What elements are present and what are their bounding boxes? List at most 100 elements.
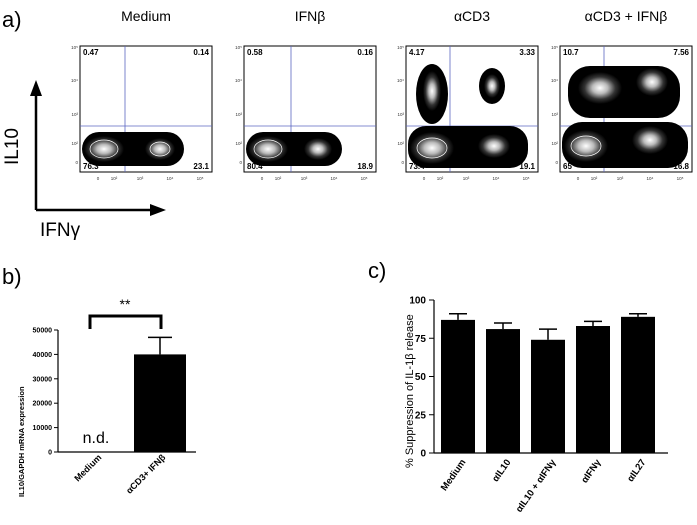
x-tick-label: 10³: [463, 176, 470, 181]
bar: [134, 354, 186, 452]
quadrant-lower-right: 23.1: [193, 162, 209, 171]
chart-c-bars: [441, 313, 655, 453]
panel-b-letter: b): [2, 264, 22, 289]
y-tick-label: 10⁴: [71, 78, 78, 83]
flow-plot-medium: Medium 0.47 0.14 76.3 23.1 0 10² 10³ 10⁴ 10⁵…: [71, 8, 213, 181]
chart-b-y-label: IL10/GAPDH mRNA expression: [17, 386, 26, 497]
chart-c: 0 25 50 75 100 Medium αIL10 αIL10 + αIFNγ αIFNγ…: [409, 296, 668, 515]
quadrant-upper-right: 3.33: [519, 48, 535, 57]
y-tick-label: 0: [420, 449, 426, 460]
category-label: Medium: [72, 452, 103, 483]
y-tick-label: 10⁵: [397, 45, 404, 50]
chart-b-categories: Medium αCD3+ IFNβ: [72, 452, 167, 496]
bar: [531, 339, 565, 453]
y-tick-label: 50: [415, 372, 427, 383]
category-label: αIL27: [625, 457, 648, 484]
density-contours: [408, 64, 528, 168]
chart-b-ticks: 0 10000 20000 30000 40000 50000: [33, 328, 58, 457]
y-tick-label: 50000: [33, 328, 53, 335]
y-tick-label: 10³: [397, 112, 404, 117]
quadrant-upper-right: 7.56: [673, 48, 689, 57]
y-tick-label: 0: [75, 160, 78, 165]
chart-b: 0 10000 20000 30000 40000 50000 Medium αCD3+ I…: [33, 296, 196, 496]
quadrant-lower-left: 76.3: [83, 162, 99, 171]
x-tick-label: 10³: [137, 176, 144, 181]
chart-c-y-label: % Suppression of IL-1β release: [404, 314, 416, 468]
flow-plot-acd3-ifnb: αCD3 + IFNβ 10.7 7.56 65 16.8 0 10² 10³ 10⁴…: [551, 8, 693, 181]
y-tick-label: 25: [415, 410, 427, 421]
panel-a-letter: a): [2, 7, 22, 32]
y-tick-label: 0: [239, 160, 242, 165]
y-tick-label: 0: [401, 160, 404, 165]
bar: [621, 316, 655, 453]
quadrant-lower-left: 73.4: [409, 162, 425, 171]
x-tick-label: 10⁴: [647, 176, 654, 181]
y-tick-label: 10⁴: [551, 78, 558, 83]
bar: [486, 329, 520, 453]
flow-axis-ticks: 0 10² 10³ 10⁴ 10⁵ 10⁵ 10⁴ 10³ 10² 0: [397, 45, 530, 181]
x-tick-label: 10²: [275, 176, 282, 181]
y-tick-label: 75: [415, 334, 427, 345]
density-contours: [562, 66, 688, 168]
category-label: αIL10: [490, 457, 513, 484]
quadrant-upper-left: 4.17: [409, 48, 425, 57]
y-tick-label: 100: [409, 296, 426, 307]
y-tick-label: 20000: [33, 401, 53, 408]
y-tick-label: 10²: [397, 141, 404, 146]
y-tick-label: 0: [48, 450, 52, 457]
category-label: αCD3+ IFNβ: [124, 452, 168, 496]
quadrant-lower-left: 65: [563, 162, 572, 171]
quadrant-lower-right: 18.9: [357, 162, 373, 171]
y-tick-label: 10²: [71, 141, 78, 146]
flow-axis-ticks: 0 10² 10³ 10⁴ 10⁵ 10⁵ 10⁴ 10³ 10² 0: [71, 45, 204, 181]
y-tick-label: 10⁵: [551, 45, 558, 50]
y-tick-label: 10⁵: [71, 45, 78, 50]
flow-plot-title: αCD3 + IFNβ: [585, 8, 668, 24]
chart-c-categories: Medium αIL10 αIL10 + αIFNγ αIFNγ αIL27: [439, 457, 649, 515]
y-tick-label: 40000: [33, 352, 53, 359]
y-tick-label: 10³: [71, 112, 78, 117]
x-tick-label: 10⁴: [493, 176, 500, 181]
x-tick-label: 10⁴: [167, 176, 174, 181]
x-tick-label: 10⁵: [361, 176, 368, 181]
chart-b-nd-label: n.d.: [83, 430, 110, 447]
quadrant-upper-left: 10.7: [563, 48, 579, 57]
x-tick-label: 10³: [617, 176, 624, 181]
x-tick-label: 10⁵: [197, 176, 204, 181]
chart-c-ticks: 0 25 50 75 100: [409, 296, 434, 460]
quadrant-upper-right: 0.14: [193, 48, 209, 57]
y-tick-label: 10⁵: [235, 45, 242, 50]
flow-plot-acd3: αCD3 4.17 3.33 73.4 19.1 0 10² 10³ 10⁴ 10⁵ 10…: [397, 8, 539, 181]
y-tick-label: 10²: [551, 141, 558, 146]
panel-a-y-label: IL10: [2, 128, 23, 165]
chart-b-bars: [134, 336, 186, 452]
quadrant-upper-left: 0.47: [83, 48, 99, 57]
flow-plot-title: IFNβ: [295, 8, 326, 24]
flow-axis-ticks: 0 10² 10³ 10⁴ 10⁵ 10⁵ 10⁴ 10³ 10² 0: [551, 45, 684, 181]
axis-arrows: [30, 80, 166, 216]
bar: [576, 326, 610, 453]
quadrant-upper-right: 0.16: [357, 48, 373, 57]
x-tick-label: 0: [97, 176, 100, 181]
y-tick-label: 10000: [33, 425, 53, 432]
y-tick-label: 10⁴: [397, 78, 404, 83]
significance-bracket: [88, 314, 163, 329]
flow-axis-ticks: 0 10² 10³ 10⁴ 10⁵ 10⁵ 10⁴ 10³ 10² 0: [235, 45, 368, 181]
x-tick-label: 10²: [437, 176, 444, 181]
x-tick-label: 10⁵: [677, 176, 684, 181]
y-tick-label: 10³: [551, 112, 558, 117]
flow-plot-title: αCD3: [454, 8, 490, 24]
x-tick-label: 10²: [591, 176, 598, 181]
significance-stars: **: [120, 296, 131, 312]
x-tick-label: 0: [261, 176, 264, 181]
category-label: αIFNγ: [579, 457, 604, 486]
quadrant-upper-left: 0.58: [247, 48, 263, 57]
quadrant-lower-left: 80.4: [247, 162, 263, 171]
flow-plot-title: Medium: [121, 8, 171, 24]
flow-plot-ifnb: IFNβ 0.58 0.16 80.4 18.9 0 10² 10³ 10⁴ 10⁵ 10…: [235, 8, 377, 181]
quadrant-lower-right: 16.8: [673, 162, 689, 171]
y-tick-label: 30000: [33, 376, 53, 383]
y-tick-label: 10²: [235, 141, 242, 146]
category-label: Medium: [439, 457, 469, 493]
